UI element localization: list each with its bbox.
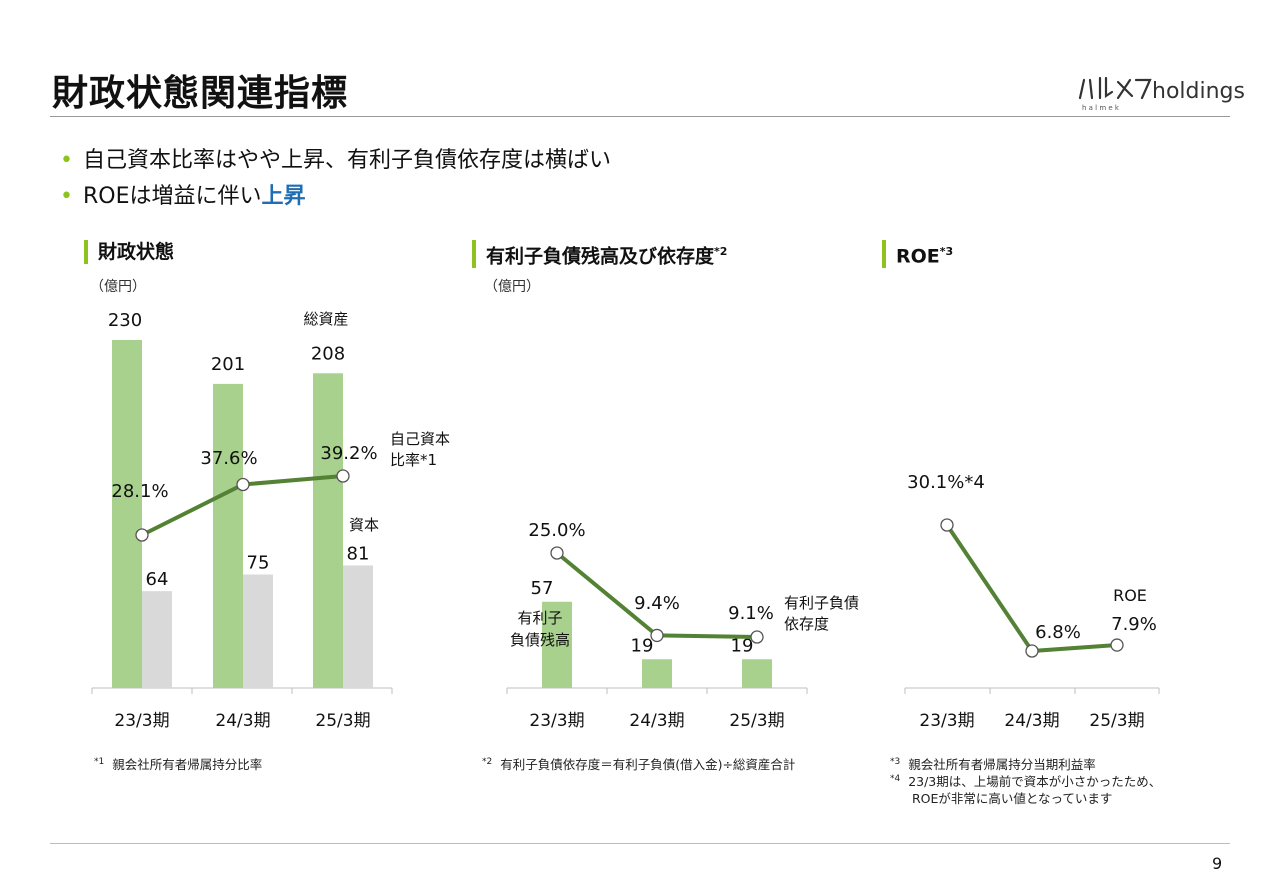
data-label-total: 208 xyxy=(311,343,345,364)
x-tick-label-1: 23/3期 xyxy=(114,711,169,731)
data-label-roe: 30.1%*4 xyxy=(907,472,985,493)
footnote-3: *3 親会社所有者帰属持分当期利益率 xyxy=(890,757,1096,773)
section-title-roe: ROE*3 xyxy=(882,240,953,269)
x-tick-label-3: 25/3期 xyxy=(1089,711,1144,731)
roe-point xyxy=(940,518,954,532)
equity-ratio-point xyxy=(336,469,350,483)
bullet-dot-icon: • xyxy=(60,148,73,173)
x-tick-label-2: 25/3期 xyxy=(729,711,784,731)
logo-subtext: h a l m e k xyxy=(1082,104,1120,112)
bullet-2-accent: 上昇 xyxy=(261,184,306,209)
data-label-roe: 6.8% xyxy=(1035,622,1081,643)
series-label-debt-ratio: 有利子負債 xyxy=(784,594,859,612)
series-label-debt: 有利子 xyxy=(517,609,562,627)
x-tick-label-3: 23/3期 xyxy=(919,711,974,731)
data-label-debt: 19 xyxy=(731,635,754,656)
data-label-equity-ratio: 37.6% xyxy=(200,448,257,469)
bar-interest-bearing-debt xyxy=(742,659,772,688)
x-tick-label-2: 24/3期 xyxy=(629,711,684,731)
x-tick-label-1: 24/3期 xyxy=(215,711,270,731)
series-label-debt-ratio: 依存度 xyxy=(784,615,829,633)
roe-line xyxy=(945,523,1118,654)
bar-interest-bearing-debt xyxy=(542,601,572,688)
data-label-debt-ratio: 25.0% xyxy=(528,520,585,541)
series-label-ratio: 自己資本 xyxy=(390,430,450,448)
equity-ratio-point xyxy=(135,528,149,542)
footer-divider xyxy=(50,843,1230,844)
debt-ratio-point xyxy=(750,630,764,644)
debt-ratio-point xyxy=(650,628,664,643)
x-tick-label-3: 24/3期 xyxy=(1004,711,1059,731)
series-label-roe: ROE xyxy=(1113,586,1147,605)
x-tick-label-2: 23/3期 xyxy=(529,711,584,731)
bullet-1: • 自己資本比率はやや上昇、有利子負債依存度は横ばい xyxy=(60,142,611,174)
bullet-2-text: ROEは増益に伴い xyxy=(82,184,262,209)
section-title-financial-position: 財政状態 xyxy=(84,240,174,264)
x-tick-label-1: 25/3期 xyxy=(315,711,370,731)
footnote-4: *4 23/3期は、上場前で資本が小さかったため、 ROEが非常に高い値となってい… xyxy=(890,774,1162,807)
data-label-debt-ratio: 9.4% xyxy=(634,593,680,614)
company-logo: holdings h a l m e k xyxy=(1078,76,1245,112)
equity-ratio-point xyxy=(236,477,250,492)
section-title-debt: 有利子負債残高及び依存度*2 xyxy=(472,240,727,269)
unit-label-2: （億円） xyxy=(484,279,540,295)
bar-total-assets xyxy=(213,383,243,688)
data-label-equity: 64 xyxy=(146,569,169,590)
data-label-equity-ratio: 28.1% xyxy=(111,481,168,502)
series-label-total-assets: 総資産 xyxy=(303,310,348,328)
data-label-total: 201 xyxy=(211,354,245,375)
data-label-equity: 81 xyxy=(347,543,370,564)
bar-total-assets xyxy=(313,373,343,688)
footnote-1: *1 親会社所有者帰属持分比率 xyxy=(94,757,263,773)
bar-interest-bearing-debt xyxy=(642,659,672,688)
roe-point xyxy=(1110,638,1124,652)
data-label-debt-ratio: 9.1% xyxy=(728,603,774,624)
series-label-ratio: 比率*1 xyxy=(390,451,437,469)
roe-point xyxy=(1025,644,1039,658)
bar-equity xyxy=(343,565,373,688)
data-label-equity-ratio: 39.2% xyxy=(320,443,377,464)
logo-text: holdings xyxy=(1152,79,1245,104)
series-label-equity: 資本 xyxy=(349,516,379,534)
unit-label-1: （億円） xyxy=(90,279,146,295)
page-number: 9 xyxy=(1212,854,1223,873)
data-label-total: 230 xyxy=(108,310,142,331)
bar-equity xyxy=(243,574,273,688)
series-label-debt: 負債残高 xyxy=(510,631,570,649)
bullet-1-text: 自己資本比率はやや上昇、有利子負債依存度は横ばい xyxy=(82,148,611,173)
bullet-2: • ROEは増益に伴い上昇 xyxy=(60,178,306,210)
header-divider xyxy=(50,116,1230,117)
page-title: 財政状態関連指標 xyxy=(52,73,349,114)
data-label-equity: 75 xyxy=(247,553,270,574)
data-label-roe: 7.9% xyxy=(1111,614,1157,635)
bar-equity xyxy=(142,591,172,688)
bullet-dot-icon: • xyxy=(60,184,73,209)
bar-total-assets xyxy=(112,340,142,688)
data-label-debt: 19 xyxy=(631,635,654,656)
data-label-debt: 57 xyxy=(531,578,554,599)
footnote-2: *2 有利子負債依存度＝有利子負債(借入金)÷総資産合計 xyxy=(482,757,796,773)
debt-ratio-point xyxy=(550,546,564,560)
